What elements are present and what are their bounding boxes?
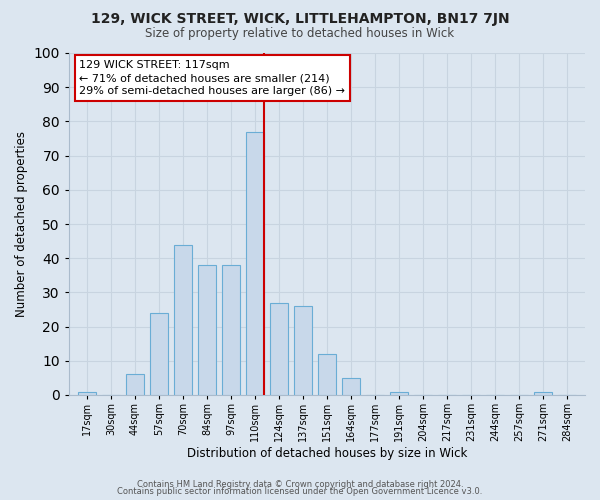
Text: 129, WICK STREET, WICK, LITTLEHAMPTON, BN17 7JN: 129, WICK STREET, WICK, LITTLEHAMPTON, B… [91,12,509,26]
Bar [126,374,144,395]
Bar [342,378,360,395]
Bar [198,265,216,395]
Bar [534,392,552,395]
Y-axis label: Number of detached properties: Number of detached properties [15,131,28,317]
Text: Contains HM Land Registry data © Crown copyright and database right 2024.: Contains HM Land Registry data © Crown c… [137,480,463,489]
Bar [246,132,264,395]
Bar [390,392,408,395]
Bar [270,302,288,395]
Text: Size of property relative to detached houses in Wick: Size of property relative to detached ho… [145,28,455,40]
Bar [318,354,336,395]
X-axis label: Distribution of detached houses by size in Wick: Distribution of detached houses by size … [187,447,467,460]
Bar [222,265,240,395]
Bar [174,244,192,395]
Text: 129 WICK STREET: 117sqm
← 71% of detached houses are smaller (214)
29% of semi-d: 129 WICK STREET: 117sqm ← 71% of detache… [79,60,345,96]
Bar [294,306,312,395]
Bar [150,313,168,395]
Bar [78,392,96,395]
Text: Contains public sector information licensed under the Open Government Licence v3: Contains public sector information licen… [118,487,482,496]
